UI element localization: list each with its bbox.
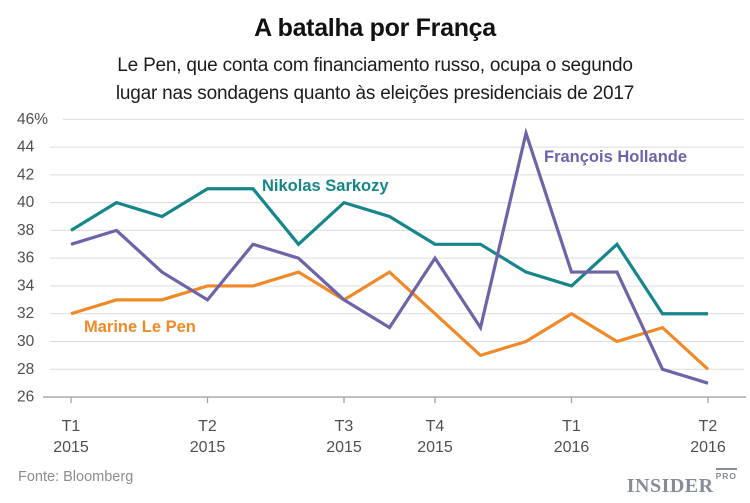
chart-subtitle: Le Pen, que conta com financiamento russ…	[0, 52, 750, 107]
insiderpro-logo: INSIDER PRO	[627, 468, 737, 498]
chart-subtitle-line2: lugar nas sondagens quanto às eleições p…	[115, 82, 635, 104]
x-axis-label-quarter: T4	[426, 418, 445, 435]
chart-subtitle-line1: Le Pen, que conta com financiamento russ…	[117, 55, 633, 76]
y-axis-label: 40	[17, 194, 35, 211]
y-axis-label: 38	[17, 222, 34, 239]
y-axis-label: 42	[17, 166, 34, 183]
y-axis-label: 46%	[17, 111, 48, 128]
x-axis-label-quarter: T3	[335, 418, 354, 435]
x-axis-label-year: 2015	[417, 439, 453, 456]
x-axis-label-year: 2016	[554, 439, 590, 456]
x-axis-label-quarter: T1	[62, 418, 81, 435]
chart-title: A batalha por França	[254, 14, 496, 42]
series-line-marine-le-pen	[70, 270, 710, 371]
y-axis-label: 30	[17, 333, 35, 350]
series-label-nikolas-sarkozy: Nikolas Sarkozy	[262, 177, 389, 195]
y-axis-label: 32	[17, 305, 34, 322]
x-axis-label-year: 2015	[190, 439, 226, 456]
y-axis-label: 26	[17, 389, 34, 406]
logo-pro-badge: PRO	[715, 468, 737, 481]
x-axis-label-year: 2015	[53, 439, 89, 456]
x-axis-label-quarter: T2	[198, 418, 217, 435]
series-line-nikolas-sarkozy	[70, 187, 708, 316]
series-label-francois-hollande: François Hollande	[544, 148, 688, 166]
y-axis-label: 36	[17, 250, 34, 267]
x-axis-label-quarter: T2	[699, 418, 718, 435]
logo-wordmark: INSIDER	[626, 475, 714, 497]
x-axis-label-quarter: T1	[562, 418, 581, 435]
series-label-marine-le-pen: Marine Le Pen	[84, 318, 196, 336]
x-axis-label-year: 2015	[326, 439, 362, 456]
x-axis-label-year: 2016	[690, 439, 726, 456]
y-axis-label: 28	[17, 361, 34, 378]
y-axis-label: 34	[17, 277, 35, 294]
series-line-fran-ois-hollande	[70, 127, 709, 385]
y-axis-label: 44	[17, 139, 35, 156]
source-note: Fonte: Bloomberg	[18, 469, 134, 485]
